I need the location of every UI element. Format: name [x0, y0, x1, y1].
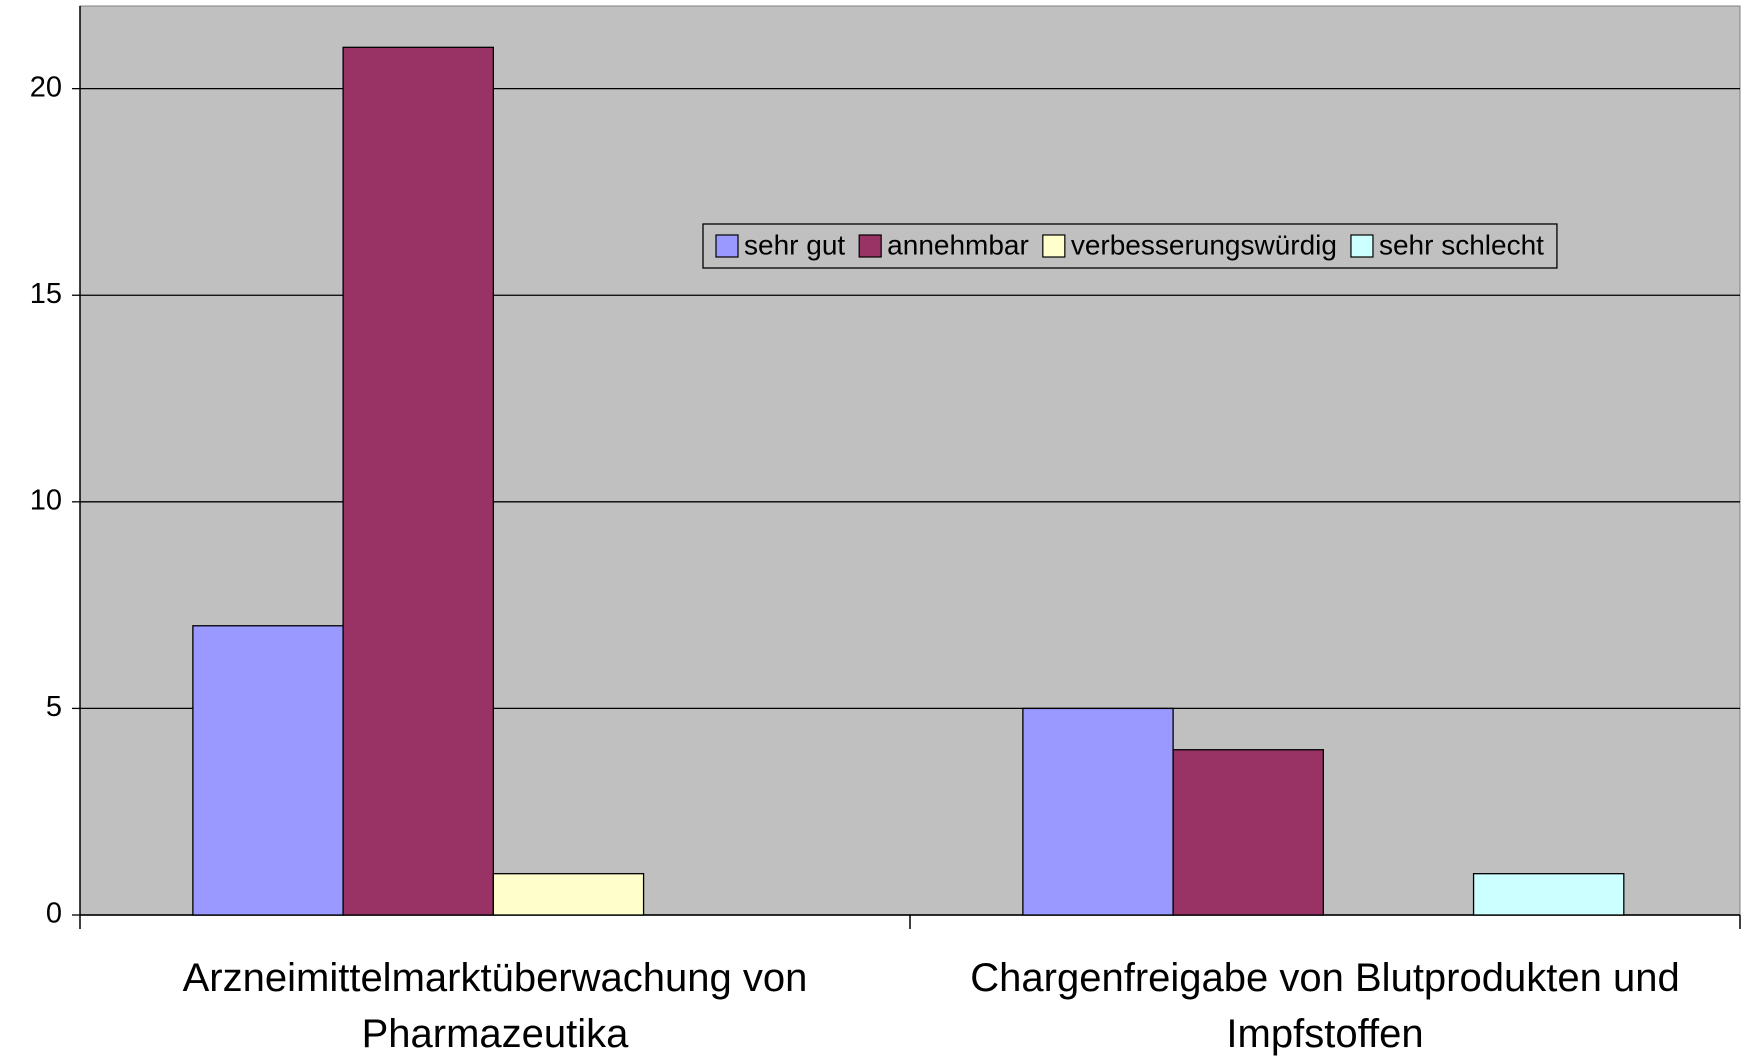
x-tick-label: Arzneimittelmarktüberwachung von Pharmaz… [182, 956, 808, 1056]
legend-swatch [1350, 234, 1374, 258]
y-tick-label: 10 [30, 484, 62, 516]
legend-swatch [1042, 234, 1066, 258]
bar [342, 46, 494, 916]
x-tick-label: Chargenfreigabe von Blutprodukten und Im… [970, 956, 1680, 1056]
y-tick-label: 15 [30, 278, 62, 310]
bar [1172, 749, 1324, 916]
y-tick-label: 20 [30, 71, 62, 103]
legend-label: sehr gut [744, 229, 845, 260]
bar [1472, 873, 1625, 916]
y-tick-label: 0 [46, 898, 62, 930]
legend-swatch [715, 234, 739, 258]
legend-label: verbesserungswürdig [1071, 229, 1337, 260]
y-tick-label: 5 [46, 691, 62, 723]
bar [1022, 707, 1174, 916]
legend-box [702, 223, 1558, 269]
legend-label: sehr schlecht [1379, 229, 1544, 260]
legend: sehr gut annehmbar verbesserungswürdig sehr… [702, 223, 1558, 269]
legend-swatch [858, 234, 882, 258]
bar [192, 625, 344, 916]
legend-label: annehmbar [887, 229, 1029, 260]
bar [492, 873, 645, 916]
